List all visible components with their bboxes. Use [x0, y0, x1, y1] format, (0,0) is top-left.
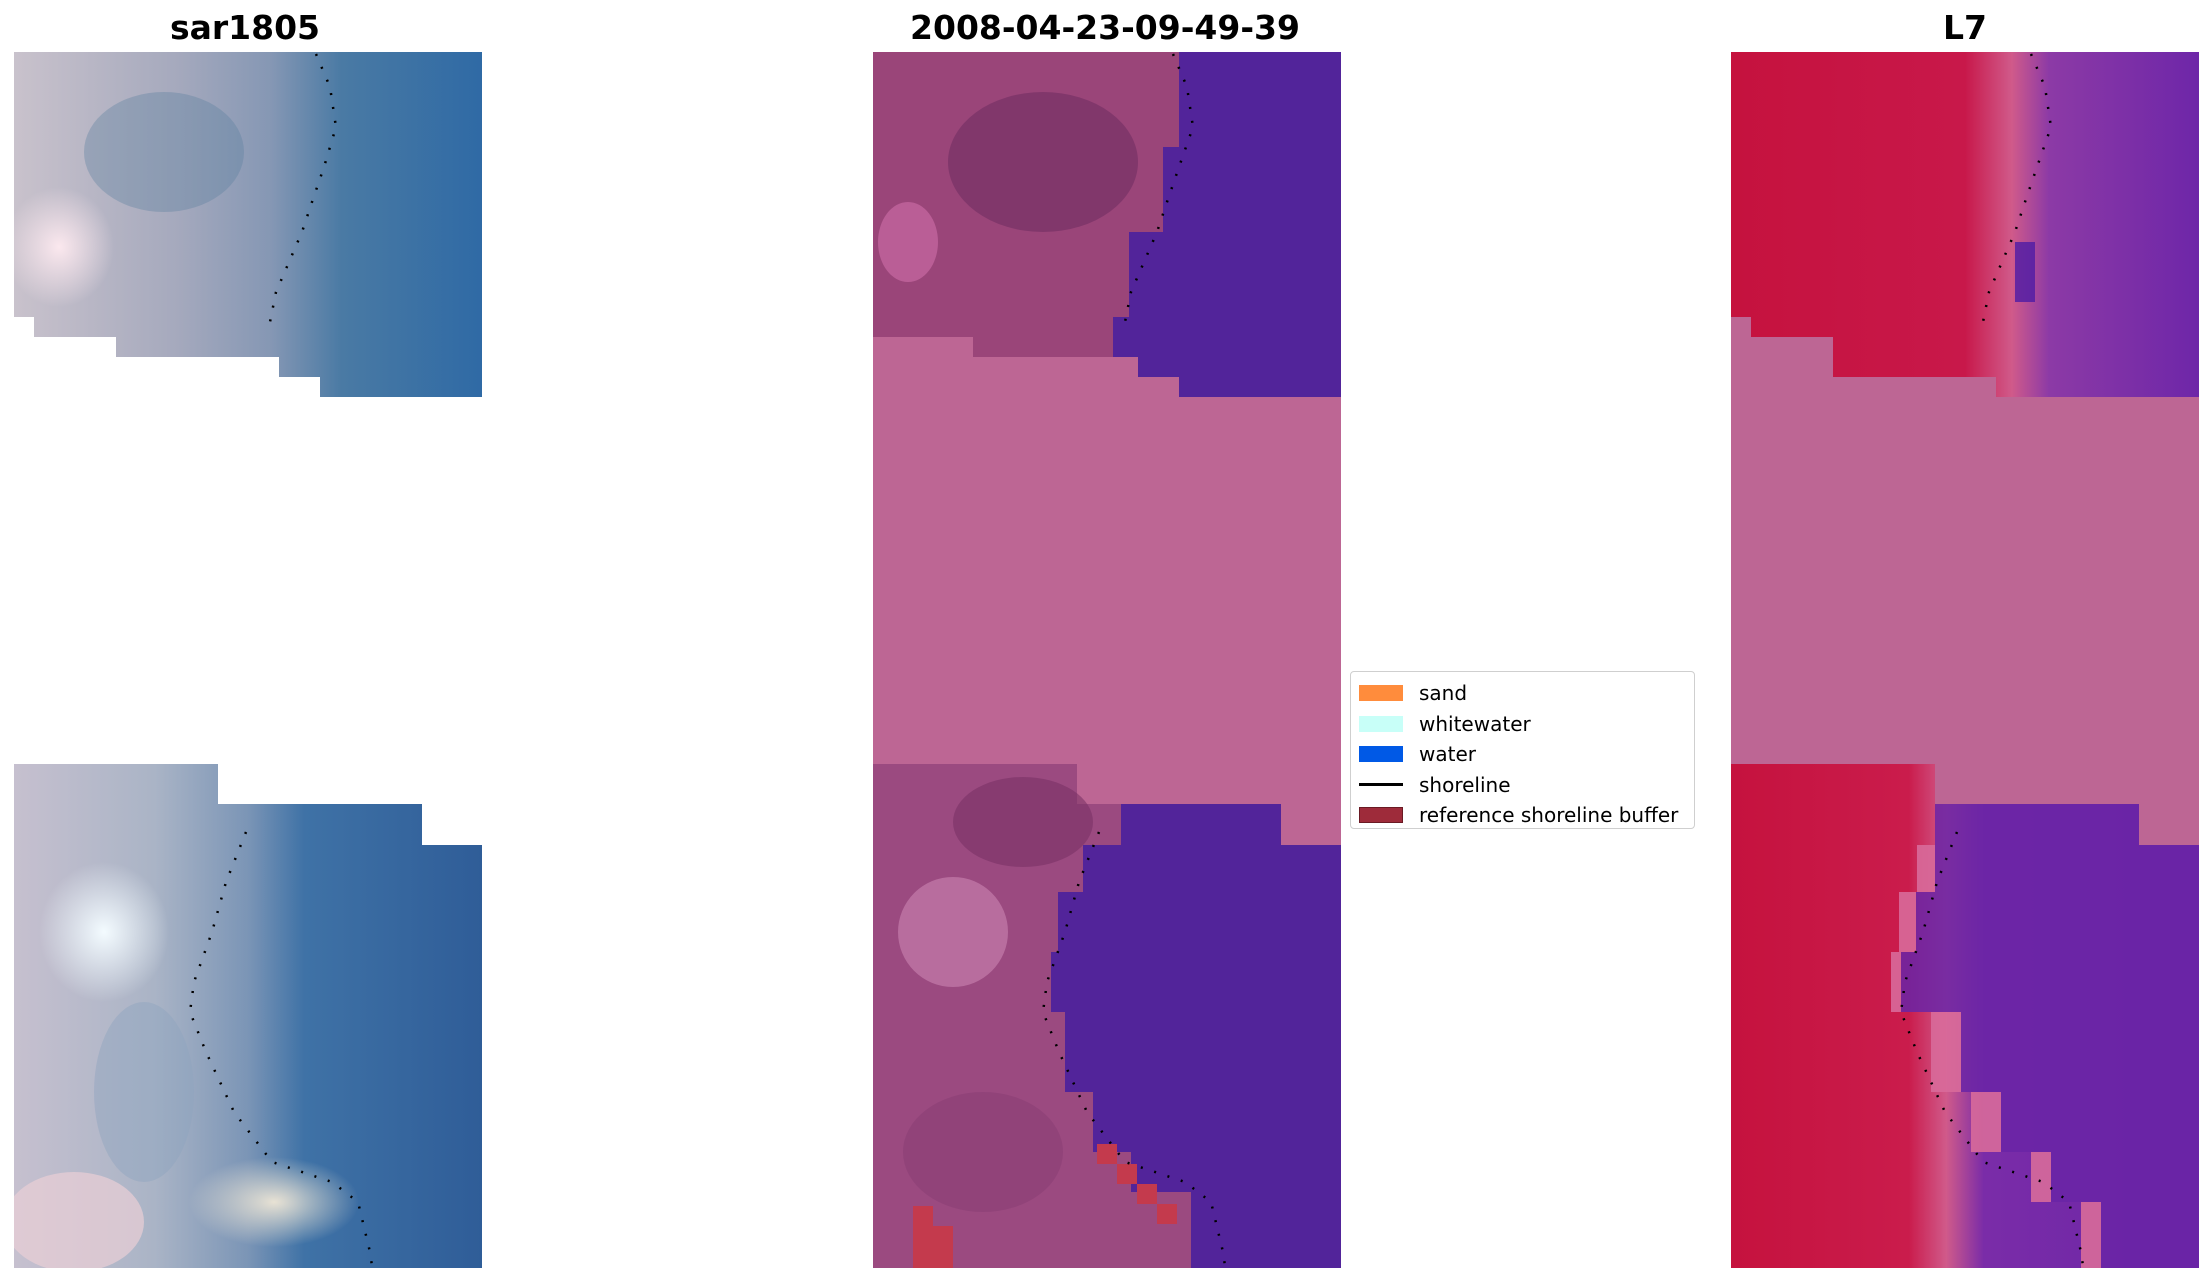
- legend-item-shoreline: shoreline: [1359, 770, 1686, 801]
- classified-bottom-water: [1051, 804, 1341, 1268]
- panel-title-ndwi: L7: [1943, 8, 1987, 47]
- panel-title-classified: 2008-04-23-09-49-39: [910, 8, 1300, 47]
- legend-label-water: water: [1419, 742, 1476, 767]
- shoreline-line: [1359, 783, 1403, 787]
- legend: sand whitewater water shoreline referenc…: [1350, 671, 1695, 829]
- reference-buffer-swatch: [1359, 807, 1403, 824]
- legend-label-shoreline: shoreline: [1419, 772, 1511, 797]
- classified-shoreline-top: [1123, 53, 1195, 323]
- legend-item-water: water: [1359, 739, 1686, 770]
- rgb-shoreline-top: [268, 53, 338, 323]
- ndwi-shoreline-top: [1981, 53, 2053, 323]
- classified-reference-buffer: [913, 1144, 1177, 1268]
- rgb-top-block: [14, 52, 482, 397]
- sand-swatch: [1359, 685, 1403, 702]
- rgb-image: [14, 52, 482, 1268]
- water-swatch: [1359, 746, 1403, 763]
- classified-top-water: [1113, 52, 1341, 397]
- classified-image: [873, 52, 1341, 1268]
- legend-item-reference-buffer: reference shoreline buffer: [1359, 800, 1686, 831]
- ndwi-top-block: [1731, 52, 2199, 397]
- legend-label-reference-buffer: reference shoreline buffer: [1419, 803, 1679, 828]
- legend-label-whitewater: whitewater: [1419, 711, 1531, 736]
- panel-title-rgb: sar1805: [169, 8, 321, 47]
- whitewater-swatch: [1359, 715, 1403, 732]
- legend-item-sand: sand: [1359, 678, 1686, 709]
- ndwi-image: [1731, 52, 2199, 1268]
- legend-item-whitewater: whitewater: [1359, 709, 1686, 740]
- ndwi-image-panel: [1731, 52, 2199, 1268]
- classified-image-panel: [873, 52, 1341, 1268]
- rgb-image-panel: [14, 52, 482, 1268]
- legend-label-sand: sand: [1419, 681, 1468, 706]
